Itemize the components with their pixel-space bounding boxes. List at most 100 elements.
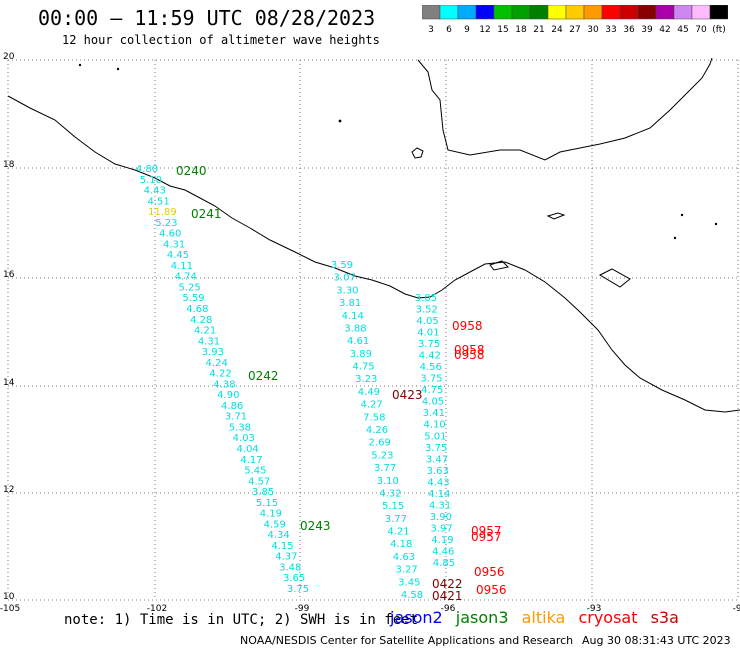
- latitude-label: 10: [3, 592, 15, 602]
- pass-time-label: 0956: [476, 583, 507, 597]
- wave-height-value: 3.30: [336, 285, 358, 296]
- pass-time-label: 0243: [300, 519, 331, 533]
- wave-height-value: 2.69: [369, 438, 391, 449]
- wave-height-value: 3.81: [339, 298, 361, 309]
- wave-height-value: 4.27: [360, 400, 382, 411]
- footer-note: note: 1) Time is in UTC; 2) SWH is in fe…: [64, 612, 419, 628]
- pass-time-label: 0958: [454, 348, 485, 362]
- latitude-label: 18: [3, 160, 15, 170]
- wave-height-value: 3.10: [377, 476, 399, 487]
- altimeter-tracks: 4.805.104.434.5111.895.234.604.314.454.1…: [136, 164, 507, 603]
- wave-height-value: 4.75: [352, 362, 374, 373]
- color-scale-label: 70: [695, 25, 707, 35]
- wave-height-value: 3.63: [427, 466, 449, 477]
- legend-altika: altika: [521, 608, 566, 627]
- wave-height-value: 4.11: [171, 261, 193, 272]
- color-scale-label: 21: [533, 25, 544, 35]
- longitude-label: -90: [733, 604, 740, 614]
- wave-height-value: 4.43: [427, 477, 449, 488]
- wave-height-value: 4.85: [433, 558, 455, 569]
- wave-height-value: 3.41: [423, 408, 445, 419]
- wave-height-value: 4.10: [423, 420, 445, 431]
- wave-height-value: 3.23: [355, 374, 377, 385]
- wave-height-value: 3.77: [385, 514, 407, 525]
- wave-height-value: 4.42: [419, 351, 441, 362]
- color-scale-label: 39: [641, 25, 653, 35]
- wave-height-value: 4.18: [390, 539, 412, 550]
- wave-height-value: 5.23: [155, 218, 177, 229]
- wave-height-value: 4.01: [417, 328, 439, 339]
- longitude-label: -96: [441, 604, 456, 614]
- color-scale-label: 9: [464, 25, 470, 35]
- wave-height-value: 4.03: [233, 433, 255, 444]
- wave-height-value: 4.38: [213, 379, 235, 390]
- color-scale-label: (ft): [712, 25, 726, 35]
- wave-height-value: 4.31: [198, 336, 220, 347]
- wave-height-value: 3.45: [398, 577, 420, 588]
- color-scale-label: 33: [605, 25, 616, 35]
- wave-height-value: 4.59: [264, 519, 286, 530]
- wave-height-value: 3.59: [331, 260, 353, 271]
- wave-height-value: 4.04: [237, 444, 259, 455]
- wave-height-value: 3.48: [279, 562, 301, 573]
- wave-height-value: 4.28: [190, 315, 212, 326]
- map-grid: [7, 59, 739, 601]
- color-scale-label: 27: [569, 25, 580, 35]
- color-scale-label: 3: [428, 25, 434, 35]
- wave-height-value: 7.58: [363, 412, 385, 423]
- latitude-label: 14: [3, 378, 15, 388]
- island-outline: [546, 212, 566, 220]
- wave-height-value: 4.86: [221, 401, 243, 412]
- credit-line: NOAA/NESDIS Center for Satellite Applica…: [240, 634, 574, 647]
- lake-outline: [489, 260, 510, 271]
- wave-height-value: 4.05: [416, 316, 438, 327]
- wave-height-value: 3.90: [430, 512, 452, 523]
- wave-height-value: 4.14: [342, 311, 364, 322]
- wave-height-value: 4.61: [347, 336, 369, 347]
- wave-height-value: 3.75: [418, 339, 440, 350]
- wave-height-value: 4.49: [358, 387, 380, 398]
- wave-height-value: 3.27: [395, 565, 417, 576]
- island-marker: [338, 119, 342, 123]
- wave-height-value: 4.17: [240, 455, 262, 466]
- wave-height-value: 3.71: [225, 412, 247, 423]
- wave-height-value: 4.19: [431, 535, 453, 546]
- color-scale-bar: 3 6 9 12 15 18 21 24 27 30 33 36 39 42 45 70 (ft): [422, 5, 728, 35]
- legend-jason3: jason3: [455, 608, 509, 627]
- wave-height-value: 5.01: [424, 431, 446, 442]
- wave-height-value: 4.45: [167, 250, 189, 261]
- pass-time-label: 0423: [392, 388, 423, 402]
- wave-height-value: 5.45: [244, 466, 266, 477]
- island-outline: [411, 147, 424, 159]
- wave-height-value: 4.60: [159, 229, 181, 240]
- wave-height-value: 4.51: [147, 196, 169, 207]
- map-title: 00:00 – 11:59 UTC 08/28/2023: [38, 6, 376, 30]
- pass-time-label: 0957: [471, 524, 502, 538]
- map-subtitle: 12 hour collection of altimeter wave hei…: [62, 33, 380, 47]
- wave-height-value: 4.68: [186, 304, 208, 315]
- wave-height-value: 4.15: [271, 541, 293, 552]
- color-scale-label: 30: [587, 25, 599, 35]
- wave-height-value: 4.22: [209, 369, 231, 380]
- axis-labels: -105 -102 -99 -96 -93 -90 20 18 16 14 12 10: [0, 52, 740, 614]
- wave-height-value: 5.23: [371, 450, 393, 461]
- wave-height-value: 4.74: [175, 272, 197, 283]
- pass-time-label: 0956: [474, 565, 505, 579]
- wave-height-value: 4.05: [422, 397, 444, 408]
- wave-height-value: 4.19: [260, 509, 282, 520]
- color-swatch: [709, 5, 728, 20]
- color-scale-label: 12: [479, 25, 490, 35]
- wave-height-value: 4.21: [387, 527, 409, 538]
- wave-height-value: 3.88: [344, 323, 366, 334]
- wave-height-value: 3.05: [415, 293, 437, 304]
- wave-height-value: 3.75: [425, 443, 447, 454]
- wave-height-value: 5.38: [229, 422, 251, 433]
- latitude-label: 12: [3, 485, 14, 495]
- coastline: [7, 57, 740, 413]
- color-scale-label: 36: [623, 25, 635, 35]
- wave-height-value: 5.15: [382, 501, 404, 512]
- pass-time-label: 0957: [471, 530, 502, 544]
- legend-jason2: jason2: [390, 608, 443, 627]
- wave-height-value: 4.37: [275, 552, 297, 563]
- wave-height-value: 3.85: [252, 487, 274, 498]
